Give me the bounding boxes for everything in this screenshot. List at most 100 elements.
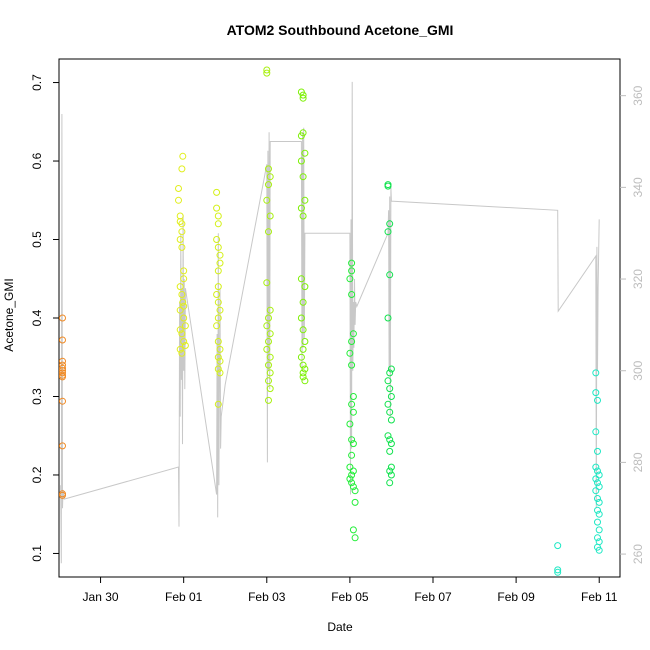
data-point: [349, 526, 357, 534]
data-point: [348, 361, 356, 369]
secondary-series-line: [60, 81, 600, 564]
data-point: [59, 373, 66, 381]
data-point: [213, 188, 221, 196]
data-point: [214, 298, 222, 306]
data-point: [554, 542, 562, 550]
data-point: [266, 330, 274, 338]
data-point: [265, 361, 272, 369]
data-point: [297, 314, 305, 322]
data-point: [59, 442, 66, 450]
data-point: [265, 181, 272, 189]
data-point: [179, 152, 187, 160]
data-point: [301, 283, 309, 291]
data-point: [178, 291, 186, 298]
data-point: [299, 173, 307, 181]
data-point: [299, 369, 307, 377]
data-point: [595, 483, 603, 491]
data-point: [299, 373, 307, 381]
data-point: [594, 447, 601, 455]
data-point: [176, 306, 184, 314]
data-point: [349, 467, 357, 475]
data-point: [594, 396, 601, 404]
data-point: [592, 428, 600, 436]
data-point: [59, 364, 66, 372]
data-point: [348, 471, 356, 479]
plot-frame: [58, 58, 621, 578]
data-point: [214, 353, 222, 361]
data-point: [595, 526, 603, 534]
data-point: [384, 400, 392, 408]
data-points: [59, 66, 603, 576]
data-point: [263, 345, 271, 353]
data-point: [180, 267, 188, 275]
data-point: [178, 220, 186, 228]
chart-title: ATOM2 Southbound Acetone_GMI: [227, 22, 454, 38]
data-point: [181, 342, 189, 349]
data-point: [384, 228, 392, 236]
data-point: [178, 330, 186, 338]
data-point: [346, 475, 354, 483]
data-point: [297, 204, 305, 212]
data-point: [348, 451, 356, 459]
x-tick-label: Feb 01: [165, 590, 203, 604]
data-point: [213, 204, 221, 212]
data-point: [216, 306, 224, 314]
y-tick-label: 0.1: [30, 545, 44, 562]
data-point: [299, 212, 307, 220]
data-point: [266, 212, 274, 220]
data-point: [265, 165, 272, 173]
secondary-series: [60, 81, 600, 564]
x-axis-label: Date: [327, 620, 353, 634]
data-point: [297, 157, 305, 165]
data-point: [387, 393, 395, 400]
x-tick-label: Feb 05: [331, 590, 369, 604]
data-point: [386, 447, 394, 455]
y-tick-label: 0.5: [30, 231, 44, 248]
data-point: [299, 91, 307, 99]
data-point: [386, 271, 394, 279]
y-tick-label: 0.7: [30, 74, 44, 91]
y2-tick-label: 300: [631, 360, 645, 380]
data-point: [214, 338, 222, 345]
data-point: [592, 463, 600, 471]
data-point: [266, 173, 274, 181]
data-point: [265, 377, 272, 385]
data-point: [297, 275, 305, 283]
data-point: [213, 322, 221, 330]
data-point: [594, 534, 601, 542]
data-point: [386, 467, 394, 475]
data-point: [387, 471, 395, 479]
data-point: [216, 345, 224, 353]
data-point: [175, 196, 182, 204]
data-point: [214, 220, 222, 228]
data-point: [349, 440, 357, 448]
x-tick-label: Feb 09: [497, 590, 535, 604]
data-point: [299, 298, 307, 306]
data-point: [59, 314, 66, 322]
data-point: [216, 357, 224, 365]
x-tick-label: Feb 07: [414, 590, 452, 604]
data-point: [214, 314, 222, 322]
data-point: [216, 251, 224, 259]
data-point: [180, 314, 188, 322]
x-tick-label: Jan 30: [83, 590, 119, 604]
data-point: [299, 326, 307, 334]
data-point: [386, 220, 394, 228]
data-point: [178, 228, 186, 236]
data-point: [180, 302, 188, 310]
data-point: [178, 243, 186, 251]
data-point: [386, 408, 394, 416]
data-point: [178, 349, 186, 357]
y2-tick-label: 360: [631, 85, 645, 105]
data-point: [180, 338, 188, 345]
data-point: [214, 212, 222, 220]
data-point: [346, 275, 354, 283]
data-point: [59, 357, 66, 365]
data-point: [301, 377, 309, 385]
data-point: [595, 471, 603, 479]
data-point: [592, 475, 600, 483]
data-point: [297, 353, 305, 361]
data-point: [351, 498, 359, 506]
data-point: [180, 275, 188, 283]
